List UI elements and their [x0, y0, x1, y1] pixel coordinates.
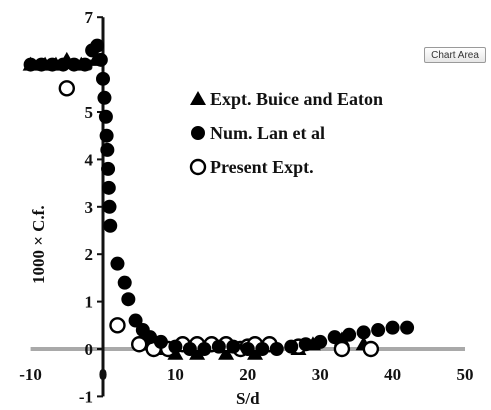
x-axis-title: S/d: [236, 389, 260, 408]
data-point: [327, 330, 342, 345]
legend: Expt. Buice and Eaton Num. Lan et al Prese…: [189, 89, 383, 177]
y-tick-label: 0: [85, 340, 94, 359]
data-point: [356, 325, 371, 340]
data-point: [45, 57, 60, 72]
data-point: [101, 161, 116, 176]
data-point: [218, 345, 235, 360]
legend-marker: [189, 158, 207, 176]
x-tick-label: 30: [312, 365, 329, 384]
data-point: [121, 292, 136, 307]
y-axis-title: 1000 × C.f.: [29, 205, 48, 284]
data-point: [385, 320, 400, 335]
data-point: [371, 323, 386, 338]
data-point: [103, 218, 118, 233]
data-point: [56, 57, 71, 72]
y-tick-label: 3: [85, 198, 94, 217]
legend-label: Present Expt.: [210, 157, 314, 177]
data-point: [128, 313, 143, 328]
data-point: [342, 327, 357, 342]
legend-label: Expt. Buice and Eaton: [210, 89, 383, 109]
data-point: [100, 142, 115, 157]
data-point: [34, 57, 49, 72]
legend-label: Num. Lan et al: [210, 123, 325, 143]
data-point: [313, 334, 328, 349]
data-point: [102, 199, 117, 214]
x-tick-label: 50: [457, 365, 474, 384]
data-point: [168, 339, 183, 354]
data-point: [333, 340, 351, 358]
data-point: [240, 342, 255, 356]
data-point: [269, 342, 284, 356]
x-tick-label: 10: [167, 365, 184, 384]
data-point: [130, 336, 148, 353]
y-tick-label: 7: [85, 8, 94, 27]
data-point: [298, 337, 313, 352]
data-point: [143, 330, 158, 345]
data-point: [101, 180, 116, 195]
data-point: [362, 340, 380, 358]
data-point: [98, 109, 113, 124]
data-point: [189, 345, 206, 360]
data-point: [247, 345, 264, 360]
chart-area-tooltip[interactable]: Chart Area: [424, 47, 486, 63]
x-tick-label: -10: [19, 365, 42, 384]
data-point: [99, 128, 114, 143]
data-point: [77, 57, 92, 72]
y-tick-label: 4: [85, 150, 94, 169]
x-tick-label: 40: [384, 365, 401, 384]
data-point: [226, 339, 241, 354]
data-point: [284, 339, 299, 354]
data-point: [58, 80, 76, 97]
y-tick-label: 5: [85, 103, 94, 122]
data-point: [197, 342, 212, 356]
data-point: [23, 57, 38, 72]
data-point: [93, 52, 108, 67]
legend-marker: [191, 126, 205, 140]
x-tick-label: 0: [99, 365, 108, 384]
data-point: [109, 317, 126, 334]
data-point: [400, 320, 415, 335]
y-tick-label: -1: [79, 387, 93, 406]
data-point: [90, 38, 105, 53]
data-point: [97, 90, 112, 105]
data-point: [255, 342, 270, 356]
y-tick-label: 2: [85, 245, 94, 264]
data-point: [117, 275, 132, 290]
data-point: [67, 57, 82, 72]
x-tick-label: 20: [239, 365, 256, 384]
y-tick-label: 1: [85, 293, 94, 312]
data-point: [110, 256, 125, 271]
legend-marker: [190, 91, 206, 105]
data-point: [182, 342, 197, 356]
data-marks: [22, 38, 415, 360]
data-point: [153, 334, 168, 349]
data-point: [211, 339, 226, 354]
data-point: [96, 71, 110, 86]
